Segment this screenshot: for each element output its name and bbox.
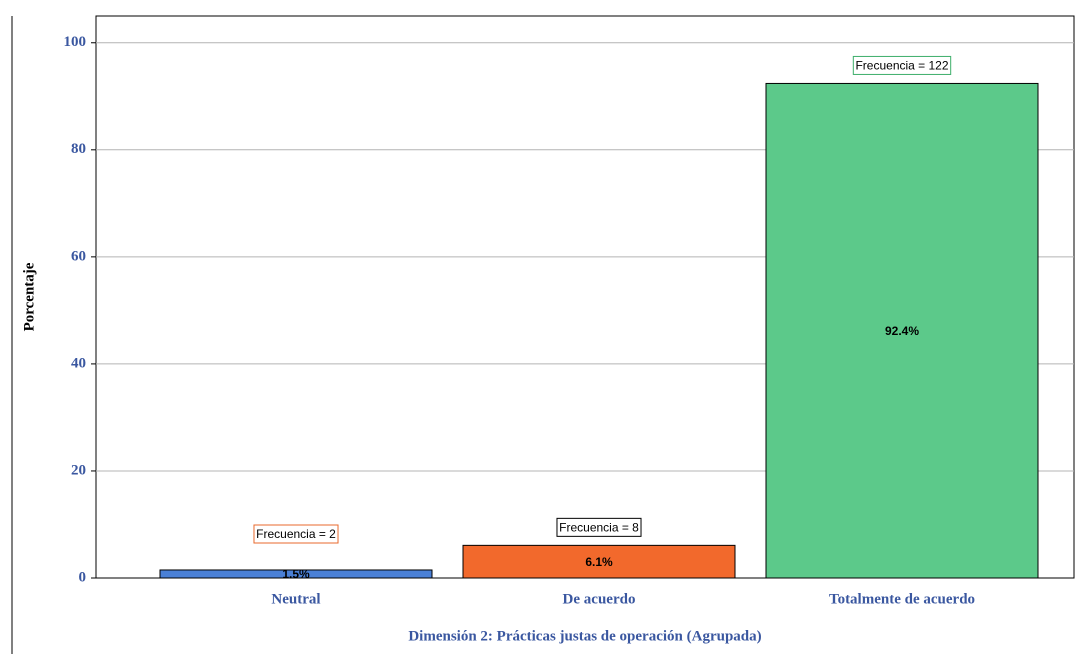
y-tick-label: 0 (79, 569, 87, 585)
x-axis-label: Dimensión 2: Prácticas justas de operaci… (408, 628, 761, 644)
x-tick-label: De acuerdo (563, 591, 636, 607)
annotation: Frecuencia = 2 (256, 527, 336, 541)
annotation: Frecuencia = 8 (559, 521, 639, 535)
bar (765, 82, 1039, 579)
y-tick-label: 100 (64, 34, 87, 50)
bar (462, 544, 736, 579)
x-tick-label: Neutral (271, 591, 320, 607)
value-label: 6.1% (585, 555, 613, 569)
y-tick-label: 40 (71, 355, 86, 371)
y-axis-label: Porcentaje (21, 262, 37, 331)
x-tick-label: Totalmente de acuerdo (829, 591, 975, 607)
annotation: Frecuencia = 122 (855, 59, 948, 73)
y-tick-label: 20 (71, 462, 86, 478)
value-label: 1.5% (282, 567, 310, 581)
annotation-box (852, 55, 952, 75)
annotation-box (556, 517, 642, 537)
value-label: 92.4% (885, 324, 919, 338)
y-tick-label: 80 (71, 141, 86, 157)
bar (159, 569, 433, 579)
annotation-box (253, 524, 339, 544)
y-tick-label: 60 (71, 248, 86, 264)
